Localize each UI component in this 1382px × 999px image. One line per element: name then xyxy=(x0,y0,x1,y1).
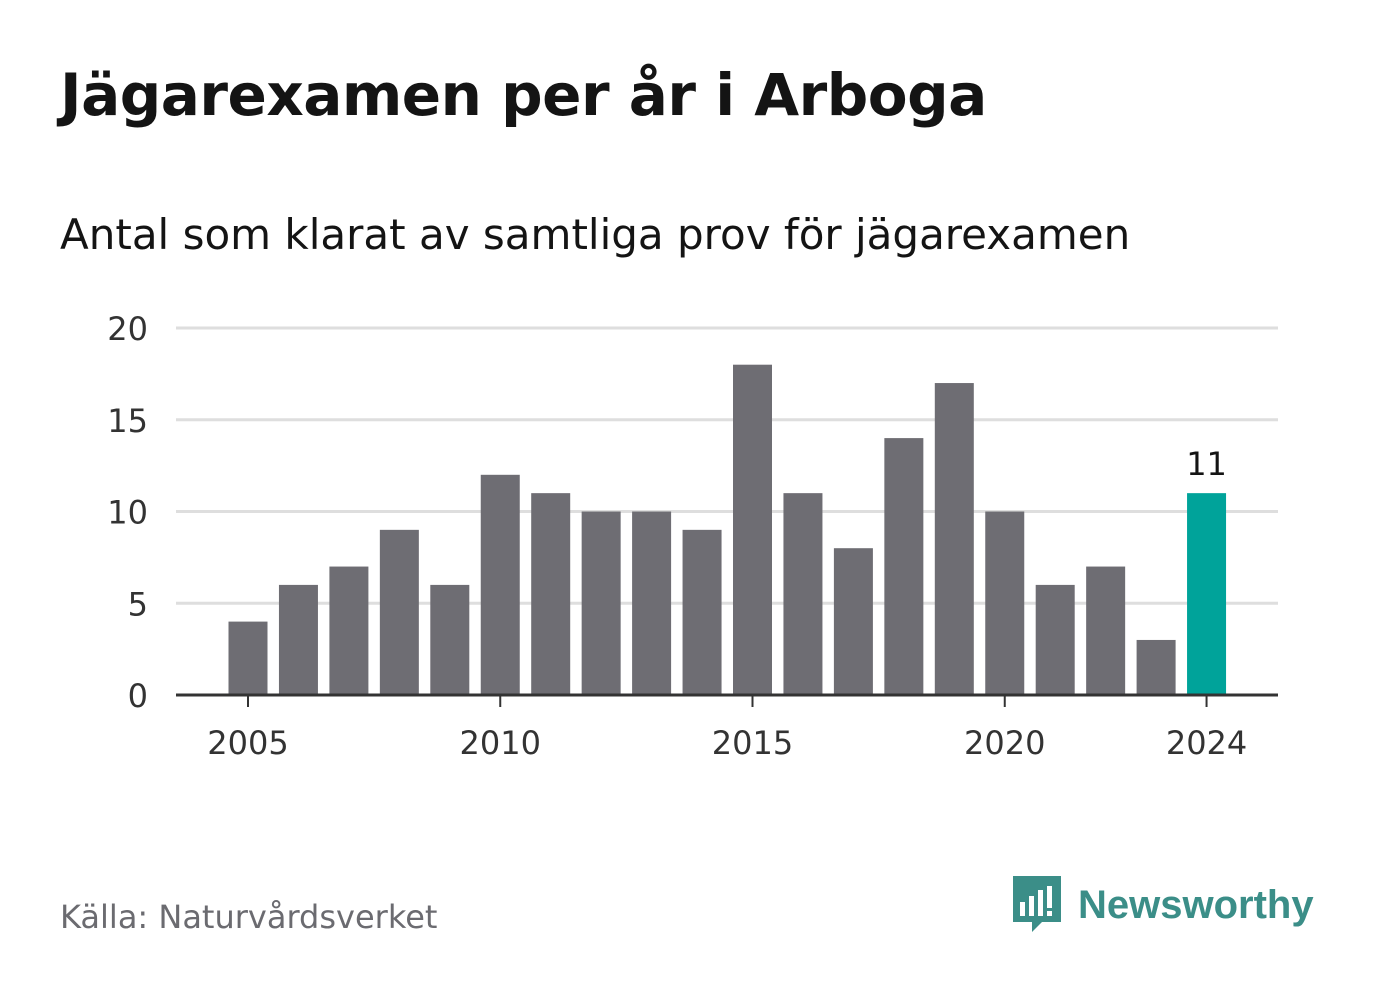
y-tick-label: 15 xyxy=(107,402,148,440)
bar-2023 xyxy=(1136,639,1176,695)
source-note: Källa: Naturvårdsverket xyxy=(60,898,438,936)
bar-2022 xyxy=(1086,566,1126,695)
x-tick-label: 2020 xyxy=(964,724,1045,762)
axes xyxy=(176,693,1278,707)
bar-2019 xyxy=(934,383,974,695)
bar-2011 xyxy=(531,493,571,695)
data-label-2024: 11 xyxy=(1186,445,1227,483)
bar-2007 xyxy=(329,566,369,695)
bar-2020 xyxy=(985,511,1025,695)
y-tick-label: 20 xyxy=(107,310,148,348)
x-tick-label: 2010 xyxy=(460,724,541,762)
bar-2008 xyxy=(379,529,419,695)
bar-2018 xyxy=(884,438,924,695)
bars xyxy=(228,364,1227,695)
bar-2024 xyxy=(1187,493,1227,695)
bar-2013 xyxy=(632,511,672,695)
chart-title: Jägarexamen per år i Arboga xyxy=(60,61,987,129)
bar-2006 xyxy=(278,584,318,695)
y-tick-label: 0 xyxy=(128,677,148,715)
newsworthy-logo-icon xyxy=(1013,876,1061,932)
bar-2009 xyxy=(430,584,470,695)
brand-logo[interactable]: Newsworthy xyxy=(1010,874,1314,936)
bar-2012 xyxy=(581,511,621,695)
y-tick-label: 10 xyxy=(107,494,148,532)
bar-2017 xyxy=(833,548,873,695)
gridlines xyxy=(176,326,1278,605)
bar-2021 xyxy=(1035,584,1075,695)
bar-2015 xyxy=(733,364,772,695)
bar-2016 xyxy=(783,493,823,695)
labels: 0 5 10 15 20 2005 2010 2015 2020 2024 11 xyxy=(107,310,1247,762)
bar-2010 xyxy=(480,474,520,695)
y-tick-label: 5 xyxy=(128,585,148,623)
x-tick-label: 2024 xyxy=(1166,724,1247,762)
x-tick-label: 2005 xyxy=(207,724,288,762)
brand-name: Newsworthy xyxy=(1078,882,1314,927)
chart-subtitle: Antal som klarat av samtliga prov för jä… xyxy=(60,210,1131,259)
bar-2005 xyxy=(228,621,268,695)
bar-2014 xyxy=(682,529,722,695)
x-tick-label: 2015 xyxy=(712,724,793,762)
